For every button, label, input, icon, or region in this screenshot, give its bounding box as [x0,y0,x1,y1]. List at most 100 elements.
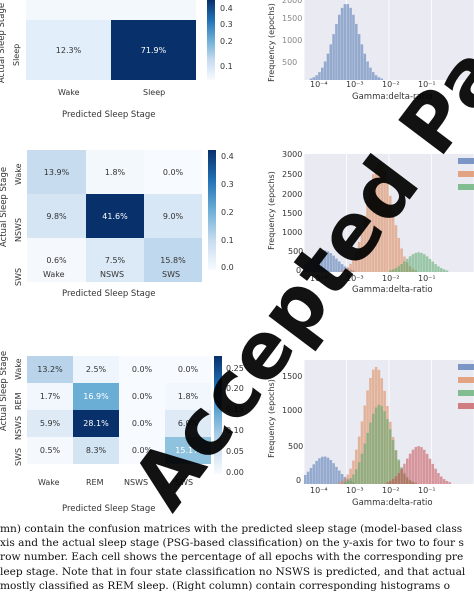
cell-wake-sws: 0.0% [144,150,202,194]
y-tick: 1000 [282,36,303,45]
histogram-bar-wake [318,458,321,484]
cell-rem-nsws: 0.0% [119,383,165,410]
histogram-bar-sws [397,266,401,272]
histogram-bar-wake [312,77,316,80]
histogram-bar-wake [318,251,321,272]
histogram-bar-sws [440,268,443,272]
histogram-bar-wake [304,264,307,272]
cell-rem-rem: 16.9% [73,383,119,410]
histogram-bar-wake [323,61,327,80]
y-tick: 1500 [282,209,303,218]
histogram-bar-rem [408,453,412,484]
histogram-bar-wake [315,460,318,484]
cell-nsws-sws: 9.0% [144,194,202,238]
histogram-bar-rem [445,480,449,484]
caption-line: mostly classified as REM sleep. (Right c… [0,579,451,592]
predicted-axis-label: Predicted Sleep Stage [62,110,156,120]
actual-axis-label: Actual Sleep Stage [0,2,8,84]
cell-wake-rem: 2.5% [73,356,119,383]
histogram-bar-wake [335,258,338,272]
histogram-bar-rem [425,453,429,484]
predicted-axis-label: Predicted Sleep Stage [62,289,156,299]
x-tick: 10⁻⁴ [310,486,328,495]
cell-nsws-nsws: 0.0% [119,410,165,437]
histogram-bar-rem [389,480,392,484]
histogram-bar-sws [360,453,364,484]
histogram-bar-nsws [383,170,386,272]
histogram-bar-sws [414,252,418,272]
histogram-bar-rem [400,468,403,484]
colorbar-tick: 0.2 [220,37,233,46]
x-axis-label: Gamma:delta-ratio [352,92,433,102]
histogram-bar-nsws [400,248,403,272]
histogram-bar-nsws [386,181,389,272]
histogram-bar-wake [321,456,324,484]
histogram-bar-wake [340,264,344,272]
histogram-bar-wake [332,463,335,484]
cell-sws-sws: 15.1% [165,437,211,464]
colorbar-tick: 0.10 [226,426,244,435]
histogram-bar-nsws [363,215,367,272]
colorbar-tick: 0.05 [226,447,244,456]
cell-nsws-wake: 5.9% [27,410,73,437]
histogram-bar-wake [357,34,361,80]
histogram-bar-nsws [355,251,358,272]
histogram-bar-wake [321,250,324,272]
histogram-bar-nsws [391,210,395,272]
col-label-sleep: Sleep [143,88,166,97]
histogram-bar-sws [397,459,401,484]
histogram-bar-rem [434,468,437,484]
histogram-bar-wake [315,75,318,80]
colorbar [208,150,216,270]
histogram-bar-rem [437,473,440,484]
y-axis-label: Frequency (epochs) [266,3,276,82]
histogram-bar-rem [440,476,443,484]
caption-line: row number. Each cell shows the percenta… [0,551,464,564]
cell-sleep-wake: 12.3% [26,20,111,80]
histogram-bar-sws [363,443,367,484]
histogram-bar-wake [343,4,347,80]
y-axis-label: Frequency (epochs) [266,171,276,250]
col-label-nsws: NSWS [124,478,149,487]
histogram-bar-sws [391,269,395,272]
col-label-sws: SWS [162,270,181,279]
figure-caption: mn) contain the confusion matrices with … [0,522,474,593]
legend-swatch-wake [458,158,474,164]
cell-sws-nsws: 0.0% [119,437,165,464]
histogram-bar-sws [423,254,426,272]
histogram-bar-wake [306,262,310,272]
colorbar-tick: 0.0 [221,263,234,272]
histogram-bar-wake [349,7,352,80]
histogram-bar-wake [304,474,307,484]
x-tick: 10⁻² [382,80,400,89]
histogram-bar-rem [394,476,398,484]
histogram-bar-wake [332,34,335,80]
histogram-bar-wake [355,23,358,80]
histogram-bar-wake [312,256,316,272]
histogram-bar-sws [386,419,389,484]
histogram-bar-nsws [397,237,401,272]
histogram-bar-nsws [374,165,378,272]
cell-nsws-wake: 9.8% [27,194,86,238]
histogram-bar-wake [321,67,324,80]
y-tick: 1000 [282,406,303,415]
histogram-bar-sws [372,413,375,484]
y-tick: 2000 [282,0,303,5]
histogram-bar-rem [397,472,401,484]
histogram-bar-wake [360,44,364,80]
colorbar-tick: 0.3 [221,180,234,189]
y-tick: 1000 [282,228,303,237]
histogram-bar-nsws [360,229,364,272]
cell-rem-sws: 1.8% [165,383,211,410]
histogram-bar-rem [423,449,426,484]
histogram-bar-rem [442,479,446,484]
histogram-bar-wake [309,259,313,272]
x-tick: 10⁻³ [346,80,364,89]
legend-swatch-nsws [458,171,474,177]
histogram-bar-nsws [352,460,355,484]
histogram-bar-wake [329,44,333,80]
colorbar-tick: 0.1 [221,236,234,245]
row-label-nsws: NSWS [14,415,23,440]
colorbar-tick: 0.2 [221,208,234,217]
histogram-bar-nsws [369,186,372,272]
